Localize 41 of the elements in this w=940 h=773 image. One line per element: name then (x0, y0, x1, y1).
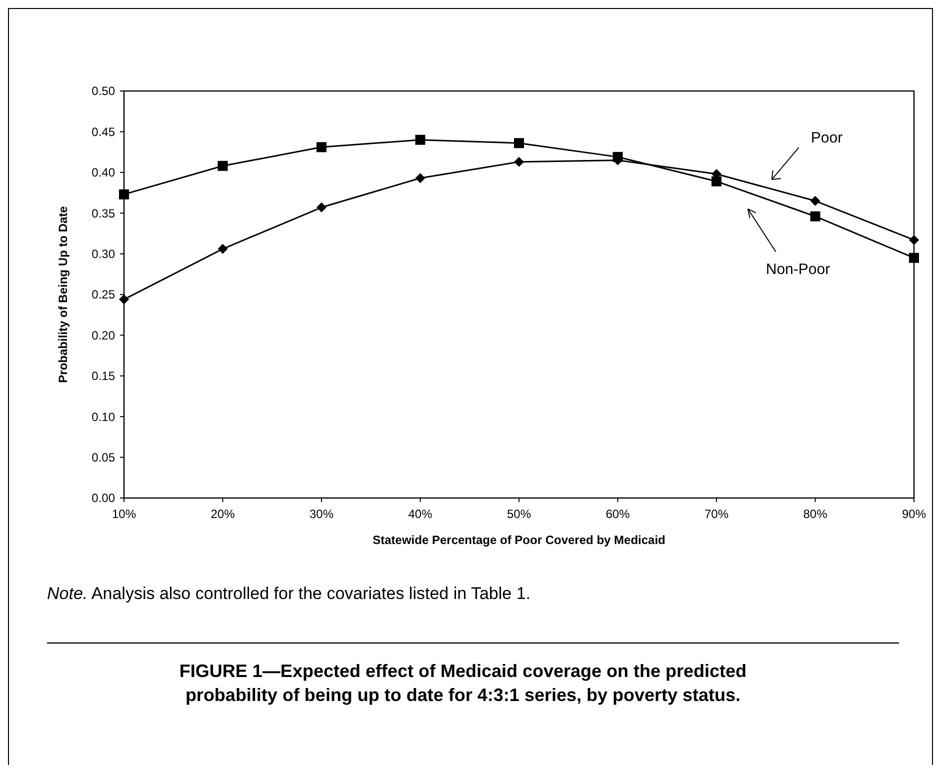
x-axis-title: Statewide Percentage of Poor Covered by Medicaid (372, 533, 666, 547)
point (119, 294, 129, 304)
point (712, 176, 722, 186)
point (316, 202, 326, 212)
point (415, 134, 426, 145)
x-tick-label: 60% (606, 507, 630, 521)
x-tick-label: 10% (112, 507, 136, 521)
point (218, 244, 228, 254)
y-tick-label: 0.45 (92, 124, 116, 139)
y-tick-label: 0.15 (92, 369, 116, 384)
y-tick-label: 0.30 (92, 247, 116, 261)
x-tick-label: 80% (803, 507, 828, 521)
x-tick-label: 50% (506, 507, 532, 521)
point (119, 189, 129, 200)
y-tick-label: 0.40 (92, 166, 116, 180)
y-tick-label: 0.50 (92, 84, 116, 98)
y-axis-title: Probability of Being Up to Date (56, 206, 70, 383)
y-tick-label: 0.10 (92, 410, 116, 424)
y-tick-label: 0.25 (92, 288, 116, 302)
y-tick-label: 0.05 (92, 450, 116, 464)
y-tick-label: 0.20 (92, 328, 116, 342)
point (316, 142, 326, 152)
text: FIGURE 1—Expected effect of Medicaid coverage on the predicted probability of being up to date for 4:3:1 series, by poverty status. (179, 661, 747, 705)
point (810, 196, 820, 206)
point (514, 138, 524, 148)
x-tick-label: 70% (704, 507, 729, 521)
text: Non-Poor (766, 260, 830, 278)
text: Note. Analysis also controlled for the covariates listed in Table 1. (47, 584, 531, 603)
x-tick-label: 90% (902, 507, 926, 521)
x-tick-label: 20% (210, 507, 236, 521)
point (909, 252, 919, 263)
x-tick-label: 40% (408, 507, 433, 521)
point (514, 156, 524, 167)
y-tick-label: 0.00 (92, 491, 116, 506)
point (810, 211, 820, 222)
point (909, 234, 919, 245)
point (415, 173, 426, 184)
y-tick-label: 0.35 (92, 206, 116, 220)
text: Poor (810, 129, 843, 146)
point (218, 160, 228, 171)
x-tick-label: 30% (309, 507, 334, 521)
